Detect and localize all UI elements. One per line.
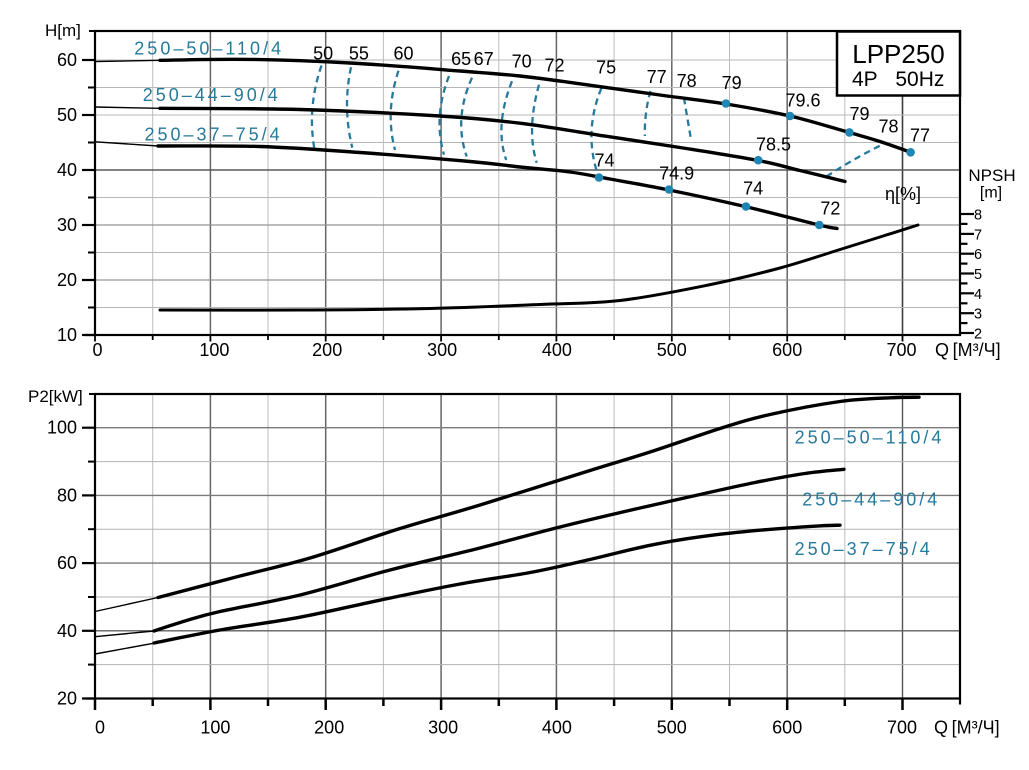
svg-text:77: 77 (647, 67, 667, 87)
svg-text:79.6: 79.6 (785, 91, 820, 111)
svg-text:7: 7 (974, 227, 982, 243)
svg-text:20: 20 (57, 270, 77, 290)
svg-text:500: 500 (657, 718, 687, 738)
svg-text:η[%]: η[%] (885, 184, 921, 204)
svg-text:78: 78 (878, 117, 898, 137)
svg-text:20: 20 (57, 689, 77, 709)
svg-text:H[m]: H[m] (45, 21, 81, 40)
svg-text:50Hz: 50Hz (895, 68, 944, 91)
svg-text:400: 400 (542, 718, 572, 738)
svg-text:60: 60 (393, 44, 413, 64)
svg-text:77: 77 (910, 126, 930, 146)
svg-text:0: 0 (92, 340, 102, 360)
svg-text:30: 30 (57, 215, 77, 235)
svg-text:250–37–75/4: 250–37–75/4 (145, 125, 283, 145)
svg-text:700: 700 (887, 718, 917, 738)
svg-text:700: 700 (886, 340, 916, 360)
svg-text:3: 3 (974, 307, 982, 323)
svg-text:250–37–75/4: 250–37–75/4 (795, 539, 933, 559)
svg-text:100: 100 (47, 418, 77, 438)
svg-text:300: 300 (427, 340, 457, 360)
svg-text:74: 74 (743, 179, 763, 199)
svg-text:55: 55 (349, 44, 369, 64)
svg-text:40: 40 (57, 621, 77, 641)
svg-text:Q [М³/Ч]: Q [М³/Ч] (935, 340, 1001, 360)
svg-text:200: 200 (312, 340, 342, 360)
svg-text:250–50–110/4: 250–50–110/4 (134, 39, 284, 59)
svg-text:[m]: [m] (980, 185, 1002, 202)
svg-text:40: 40 (57, 160, 77, 180)
svg-text:78.5: 78.5 (756, 135, 791, 155)
svg-text:78: 78 (677, 71, 697, 91)
svg-text:NPSH: NPSH (968, 166, 1015, 185)
svg-text:4P: 4P (852, 68, 878, 91)
svg-text:5: 5 (974, 267, 982, 283)
svg-text:79: 79 (849, 104, 869, 124)
svg-text:65: 65 (451, 49, 471, 69)
svg-text:70: 70 (512, 52, 532, 72)
svg-text:2: 2 (974, 327, 982, 343)
svg-text:80: 80 (57, 485, 77, 505)
svg-text:75: 75 (596, 58, 616, 78)
svg-text:72: 72 (544, 56, 564, 76)
svg-text:50: 50 (313, 44, 333, 64)
svg-text:60: 60 (57, 50, 77, 70)
svg-text:6: 6 (974, 247, 982, 263)
svg-text:74.9: 74.9 (659, 164, 694, 184)
svg-text:72: 72 (820, 199, 840, 219)
svg-text:300: 300 (428, 718, 458, 738)
svg-text:P2[kW]: P2[kW] (28, 387, 83, 406)
svg-text:LPP250: LPP250 (852, 39, 945, 69)
svg-text:100: 100 (200, 718, 230, 738)
svg-text:50: 50 (57, 105, 77, 125)
svg-text:100: 100 (199, 340, 229, 360)
svg-text:4: 4 (974, 287, 982, 303)
svg-text:Q [М³/Ч]: Q [М³/Ч] (934, 718, 1000, 738)
svg-text:500: 500 (657, 340, 687, 360)
svg-text:600: 600 (772, 340, 802, 360)
svg-text:0: 0 (95, 718, 105, 738)
svg-text:400: 400 (542, 340, 572, 360)
svg-text:600: 600 (772, 718, 802, 738)
svg-text:79: 79 (722, 73, 742, 93)
svg-text:250–50–110/4: 250–50–110/4 (795, 428, 945, 448)
svg-text:250–44–90/4: 250–44–90/4 (143, 85, 281, 105)
svg-text:250–44–90/4: 250–44–90/4 (802, 490, 940, 510)
svg-text:8: 8 (974, 208, 982, 224)
svg-text:10: 10 (57, 325, 77, 345)
svg-text:74: 74 (594, 151, 614, 171)
svg-text:200: 200 (314, 718, 344, 738)
svg-text:67: 67 (474, 49, 494, 69)
svg-text:60: 60 (57, 553, 77, 573)
